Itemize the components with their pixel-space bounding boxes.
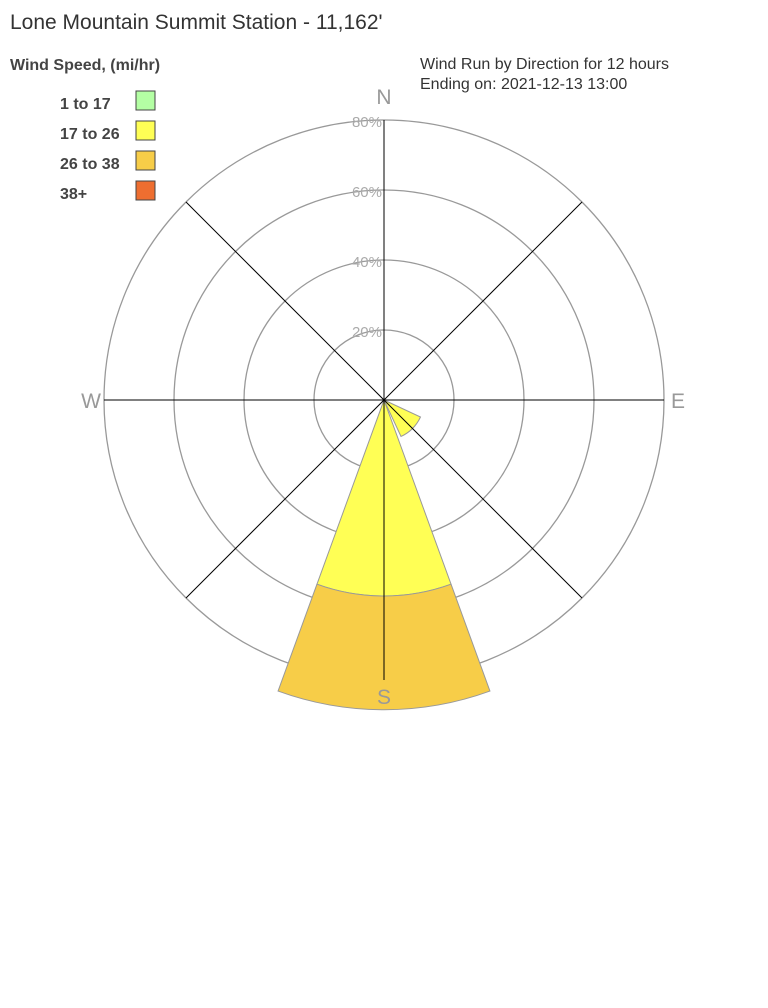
legend: 1 to 17 17 to 26 26 to 38 38+ [60, 90, 156, 203]
axis-line-se [383, 399, 583, 599]
subtitle-line-2: Ending on: 2021-12-13 13:00 [420, 76, 627, 93]
ring-label: 60% [352, 184, 382, 201]
legend-label: 17 to 26 [60, 126, 120, 143]
legend-swatch [135, 90, 156, 111]
compass-label-w: W [81, 390, 101, 413]
legend-swatch [135, 120, 156, 141]
axis-line-nw [185, 201, 385, 401]
ring-label: 20% [352, 324, 382, 341]
axis-line-sw [185, 399, 385, 599]
compass-label-n: N [376, 86, 391, 109]
legend-swatch [135, 150, 156, 171]
legend-label: 38+ [60, 186, 87, 203]
legend-swatch [135, 180, 156, 201]
compass-label-e: E [671, 390, 685, 413]
legend-label: 26 to 38 [60, 156, 120, 173]
legend-label: 1 to 17 [60, 96, 111, 113]
ring-label: 40% [352, 254, 382, 271]
grid-labels: 20% 40% 60% 80% N E S W [81, 86, 685, 709]
subtitle-line-1: Wind Run by Direction for 12 hours [420, 56, 669, 73]
axis-line-ne [383, 201, 583, 401]
chart-title: Lone Mountain Summit Station - 11,162' [10, 11, 383, 34]
compass-label-s: S [377, 686, 391, 709]
ring-label: 80% [352, 114, 382, 131]
legend-title: Wind Speed, (mi/hr) [10, 57, 160, 74]
grid-axes [104, 120, 664, 680]
